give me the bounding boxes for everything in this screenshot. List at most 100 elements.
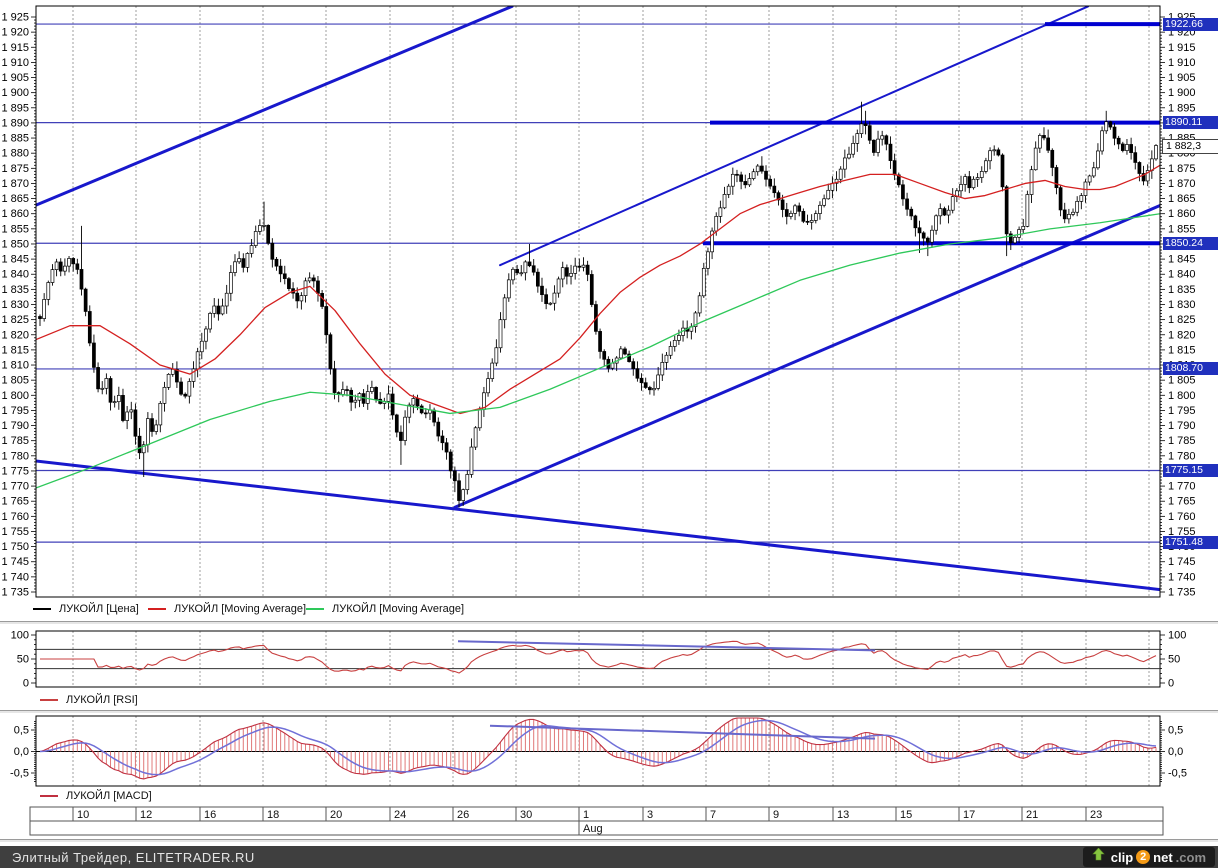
svg-text:1 765: 1 765 (1, 496, 29, 508)
watermark-com-text: .com (1175, 849, 1206, 865)
level-label-1751: 1751.48 (1163, 536, 1218, 549)
legend-label: ЛУКОЙЛ [Moving Average] (332, 603, 465, 615)
price-line-swatch-icon (33, 608, 51, 610)
macd-plot-area[interactable] (36, 716, 1160, 786)
candles-layer (38, 101, 1158, 508)
rsi-plot-area[interactable] (36, 631, 1160, 687)
svg-text:1 845: 1 845 (1, 254, 29, 266)
level-label-1922: 1922.66 (1163, 18, 1218, 31)
svg-text:7: 7 (710, 809, 716, 821)
panel-separator (0, 621, 1218, 625)
legend-item-ma-fast[interactable]: ЛУКОЙЛ [Moving Average] (148, 602, 306, 616)
legend-item-price[interactable]: ЛУКОЙЛ [Цена] (33, 602, 139, 616)
rsi-panel: 100 100 50 50 0 0 (11, 630, 1187, 690)
svg-text:1 855: 1 855 (1, 223, 29, 235)
svg-text:1 785: 1 785 (1, 435, 29, 447)
svg-text:10: 10 (77, 809, 89, 821)
macd-panel: 0,5 0,5 0,0 0,0 -0,5 -0,5 (10, 715, 1187, 787)
svg-text:50: 50 (1168, 654, 1180, 666)
svg-text:1 865: 1 865 (1, 193, 29, 205)
svg-text:1 880: 1 880 (1, 148, 29, 160)
price-gridlines (72, 6, 1150, 786)
legend-item-rsi[interactable]: ЛУКОЙЛ [RSI] (40, 693, 138, 707)
svg-text:17: 17 (963, 809, 975, 821)
moving-averages (36, 164, 1160, 489)
svg-text:1 790: 1 790 (1168, 420, 1196, 432)
macd-line-swatch-icon (40, 795, 58, 797)
svg-text:20: 20 (330, 809, 342, 821)
status-text: Элитный Трейдер, ELITETRADER.RU (12, 849, 255, 865)
svg-text:1 765: 1 765 (1168, 496, 1196, 508)
level-label-1808: 1808.70 (1163, 362, 1218, 375)
svg-text:Aug: Aug (583, 823, 603, 835)
svg-text:1 830: 1 830 (1168, 299, 1196, 311)
svg-text:1 870: 1 870 (1, 178, 29, 190)
svg-text:1 800: 1 800 (1, 390, 29, 402)
svg-text:1 760: 1 760 (1, 511, 29, 523)
panel-separator (0, 839, 1218, 843)
svg-text:1 755: 1 755 (1168, 526, 1196, 538)
svg-text:30: 30 (520, 809, 532, 821)
svg-text:1 820: 1 820 (1, 329, 29, 341)
svg-text:100: 100 (1168, 630, 1186, 642)
svg-text:1 860: 1 860 (1, 208, 29, 220)
price-plot-area[interactable] (36, 6, 1160, 597)
svg-text:1 740: 1 740 (1, 571, 29, 583)
svg-text:1 910: 1 910 (1168, 57, 1196, 69)
svg-text:0: 0 (1168, 678, 1174, 690)
svg-text:1 875: 1 875 (1168, 163, 1196, 175)
svg-text:1 920: 1 920 (1, 27, 29, 39)
level-label-1850: 1850.24 (1163, 237, 1218, 250)
svg-text:1 915: 1 915 (1168, 42, 1196, 54)
svg-text:1 735: 1 735 (1, 587, 29, 599)
svg-text:1 900: 1 900 (1, 87, 29, 99)
svg-text:50: 50 (17, 654, 29, 666)
rsi-line-swatch-icon (40, 699, 58, 701)
svg-text:1 770: 1 770 (1168, 481, 1196, 493)
legend-item-macd[interactable]: ЛУКОЙЛ [MACD] (40, 789, 152, 803)
svg-text:1: 1 (583, 809, 589, 821)
svg-text:1 905: 1 905 (1168, 72, 1196, 84)
svg-text:1 875: 1 875 (1, 163, 29, 175)
svg-text:1 865: 1 865 (1168, 193, 1196, 205)
legend-label: ЛУКОЙЛ [Moving Average] (174, 603, 307, 615)
svg-text:16: 16 (204, 809, 216, 821)
svg-text:3: 3 (647, 809, 653, 821)
svg-text:21: 21 (1026, 809, 1038, 821)
svg-text:1 740: 1 740 (1168, 571, 1196, 583)
svg-text:1 805: 1 805 (1, 375, 29, 387)
svg-text:1 760: 1 760 (1168, 511, 1196, 523)
svg-text:1 825: 1 825 (1168, 314, 1196, 326)
svg-text:1 795: 1 795 (1, 405, 29, 417)
svg-text:1 790: 1 790 (1, 420, 29, 432)
svg-text:18: 18 (267, 809, 279, 821)
ma-slow-swatch-icon (306, 608, 324, 610)
clip2net-watermark[interactable]: clip 2 net .com (1082, 847, 1215, 867)
svg-text:1 840: 1 840 (1168, 269, 1196, 281)
svg-text:1 750: 1 750 (1, 541, 29, 553)
svg-text:1 895: 1 895 (1168, 102, 1196, 114)
svg-text:26: 26 (457, 809, 469, 821)
svg-text:1 925: 1 925 (1, 12, 29, 24)
svg-text:1 825: 1 825 (1, 314, 29, 326)
svg-text:0,0: 0,0 (14, 746, 29, 758)
watermark-net-text: net (1153, 849, 1173, 865)
legend-item-ma-slow[interactable]: ЛУКОЙЛ [Moving Average] (306, 602, 464, 616)
svg-text:23: 23 (1090, 809, 1102, 821)
svg-text:1 860: 1 860 (1168, 208, 1196, 220)
rsi-legend: ЛУКОЙЛ [RSI] (0, 690, 1218, 710)
status-bar: Элитный Трейдер, ELITETRADER.RU (0, 846, 1218, 868)
svg-text:1 885: 1 885 (1, 133, 29, 145)
svg-text:1 810: 1 810 (1, 360, 29, 372)
svg-text:100: 100 (11, 630, 29, 642)
level-label-1775: 1775.15 (1163, 464, 1218, 477)
svg-text:1 835: 1 835 (1, 284, 29, 296)
svg-text:1 915: 1 915 (1, 42, 29, 54)
svg-text:1 780: 1 780 (1, 450, 29, 462)
level-label-1890: 1890.11 (1163, 116, 1218, 129)
svg-text:1 805: 1 805 (1168, 375, 1196, 387)
watermark-two-badge: 2 (1136, 850, 1151, 864)
